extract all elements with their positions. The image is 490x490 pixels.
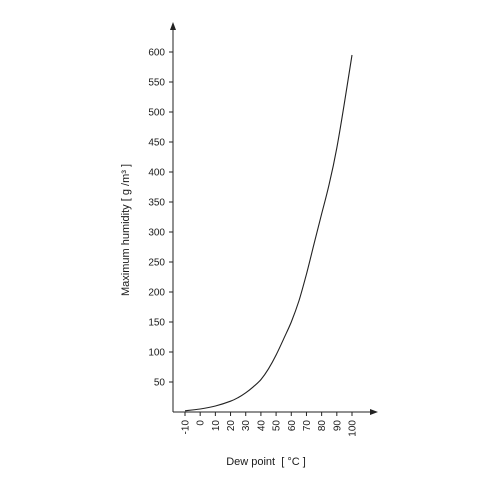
- y-ticks: 50 100 150 200 250 300 350 400 450 500 550 600: [148, 48, 173, 389]
- x-tick-label: 90: [332, 420, 343, 432]
- x-tick-label: 50: [272, 420, 283, 432]
- x-ticks: -10 0 10 20 30 40 50 60 70 80 90 100: [181, 412, 359, 437]
- x-tick-label: 70: [302, 420, 313, 432]
- x-tick-label: 100: [348, 420, 359, 437]
- plot-area: [184, 54, 353, 412]
- x-tick-label: 10: [211, 420, 222, 432]
- y-tick-label: 150: [148, 318, 165, 329]
- x-tick-label: 30: [241, 420, 252, 432]
- y-axis-title: Maximum humidity [ g /m³ ]: [120, 164, 132, 296]
- y-tick-label: 250: [148, 258, 165, 269]
- x-axis-arrow: [370, 409, 378, 415]
- x-tick-label: 40: [256, 420, 267, 432]
- x-tick-label: 60: [287, 420, 298, 432]
- axes: [170, 22, 378, 415]
- x-tick-label: 0: [196, 420, 207, 426]
- x-axis-title: Dew point [ °C ]: [226, 456, 306, 468]
- y-tick-label: 400: [148, 168, 165, 179]
- y-tick-label: 550: [148, 78, 165, 89]
- y-tick-label: 350: [148, 198, 165, 209]
- humidity-curve: [184, 54, 353, 412]
- y-tick-label: 100: [148, 348, 165, 359]
- x-tick-label: 80: [317, 420, 328, 432]
- y-tick-label: 450: [148, 138, 165, 149]
- y-tick-label: 50: [154, 378, 166, 389]
- x-tick-label: -10: [181, 420, 192, 435]
- x-tick-label: 20: [226, 420, 237, 432]
- y-tick-label: 200: [148, 288, 165, 299]
- y-tick-label: 600: [148, 48, 165, 59]
- y-axis-arrow: [170, 22, 176, 30]
- y-tick-label: 500: [148, 108, 165, 119]
- y-tick-label: 300: [148, 228, 165, 239]
